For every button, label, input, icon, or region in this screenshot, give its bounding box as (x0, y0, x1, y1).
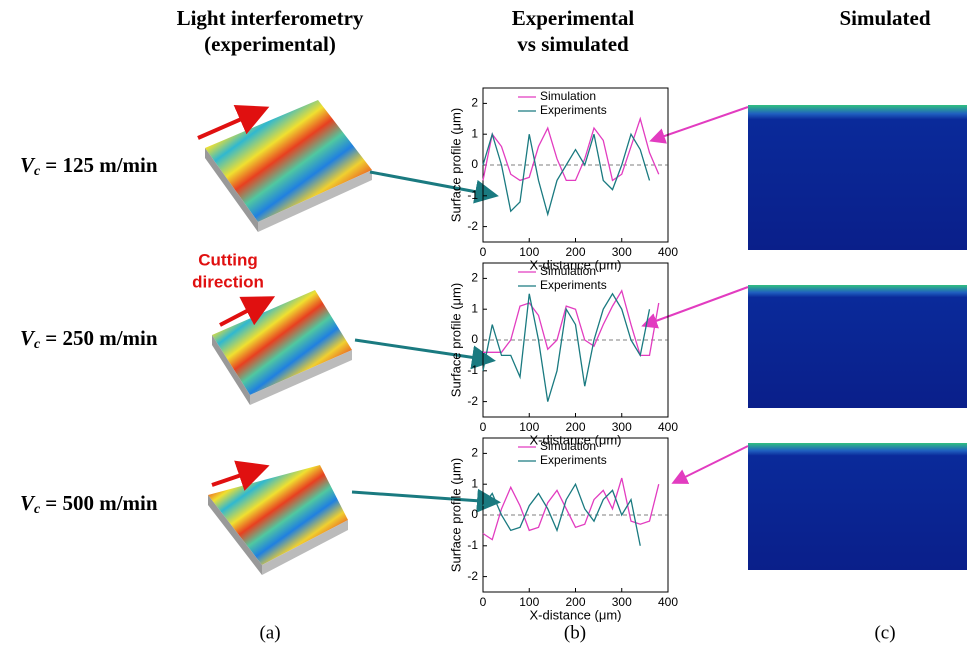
y-tick-label: -2 (467, 569, 478, 583)
value: = 500 m/min (45, 491, 158, 515)
legend-label: Experiments (540, 103, 607, 117)
y-tick-label: 1 (471, 476, 478, 490)
subscript: c (34, 502, 41, 517)
x-tick-label: 100 (519, 595, 539, 609)
y-axis-label: Surface profile (μm) (448, 108, 463, 222)
symbol: V (20, 491, 36, 515)
series-line (482, 477, 660, 541)
row-label: Vc = 500 m/min (20, 491, 158, 517)
y-tick-label: 2 (471, 446, 478, 460)
y-tick-label: 2 (471, 96, 478, 110)
x-tick-label: 400 (658, 420, 678, 434)
x-axis-label: X-distance (μm) (529, 257, 621, 272)
column-header: (experimental) (204, 32, 336, 56)
y-tick-label: 2 (471, 271, 478, 285)
x-tick-label: 200 (565, 420, 585, 434)
column-header: vs simulated (517, 32, 629, 56)
y-axis-label: Surface profile (μm) (448, 458, 463, 572)
series-line (482, 292, 651, 402)
series-line (482, 116, 660, 182)
series-line (482, 131, 651, 217)
column-header: Simulated (839, 6, 930, 30)
subscript: c (34, 164, 41, 179)
x-tick-label: 300 (612, 245, 632, 259)
panel-label: (a) (259, 622, 280, 643)
panel-label: (b) (564, 622, 586, 643)
annotation: direction (192, 272, 264, 291)
y-tick-label: 0 (471, 157, 478, 171)
series-line (482, 482, 641, 546)
x-tick-label: 300 (612, 420, 632, 434)
x-tick-label: 100 (519, 245, 539, 259)
y-tick-label: -1 (467, 538, 478, 552)
y-tick-label: 0 (471, 332, 478, 346)
column-header: Light interferometry (177, 6, 364, 30)
x-tick-label: 0 (480, 245, 487, 259)
legend-label: Experiments (540, 453, 607, 467)
x-tick-label: 300 (612, 595, 632, 609)
x-tick-label: 100 (519, 420, 539, 434)
y-tick-label: 1 (471, 301, 478, 315)
row-label: Vc = 250 m/min (20, 326, 158, 352)
y-tick-label: -2 (467, 219, 478, 233)
x-tick-label: 0 (480, 595, 487, 609)
panel-label: (c) (874, 622, 895, 643)
value: = 125 m/min (45, 153, 158, 177)
legend-label: Simulation (540, 264, 596, 278)
x-tick-label: 200 (565, 595, 585, 609)
x-axis-label: X-distance (μm) (529, 432, 621, 447)
y-tick-label: -1 (467, 363, 478, 377)
y-tick-label: 0 (471, 507, 478, 521)
legend-label: Simulation (540, 439, 596, 453)
row-label: Vc = 125 m/min (20, 153, 158, 179)
x-tick-label: 400 (658, 595, 678, 609)
symbol: V (20, 326, 36, 350)
surface-images (197, 100, 967, 575)
value: = 250 m/min (45, 326, 158, 350)
y-axis-label: Surface profile (μm) (448, 283, 463, 397)
legend-label: Simulation (540, 89, 596, 103)
y-tick-label: -1 (467, 188, 478, 202)
y-tick-label: 1 (471, 126, 478, 140)
symbol: V (20, 153, 36, 177)
x-tick-label: 200 (565, 245, 585, 259)
column-header: Experimental (512, 6, 635, 30)
legend-label: Experiments (540, 278, 607, 292)
x-tick-label: 0 (480, 420, 487, 434)
x-axis-label: X-distance (μm) (529, 607, 621, 622)
x-tick-label: 400 (658, 245, 678, 259)
subscript: c (34, 337, 41, 352)
annotation: Cutting (198, 250, 257, 269)
series-line (483, 289, 660, 357)
y-tick-label: -2 (467, 394, 478, 408)
